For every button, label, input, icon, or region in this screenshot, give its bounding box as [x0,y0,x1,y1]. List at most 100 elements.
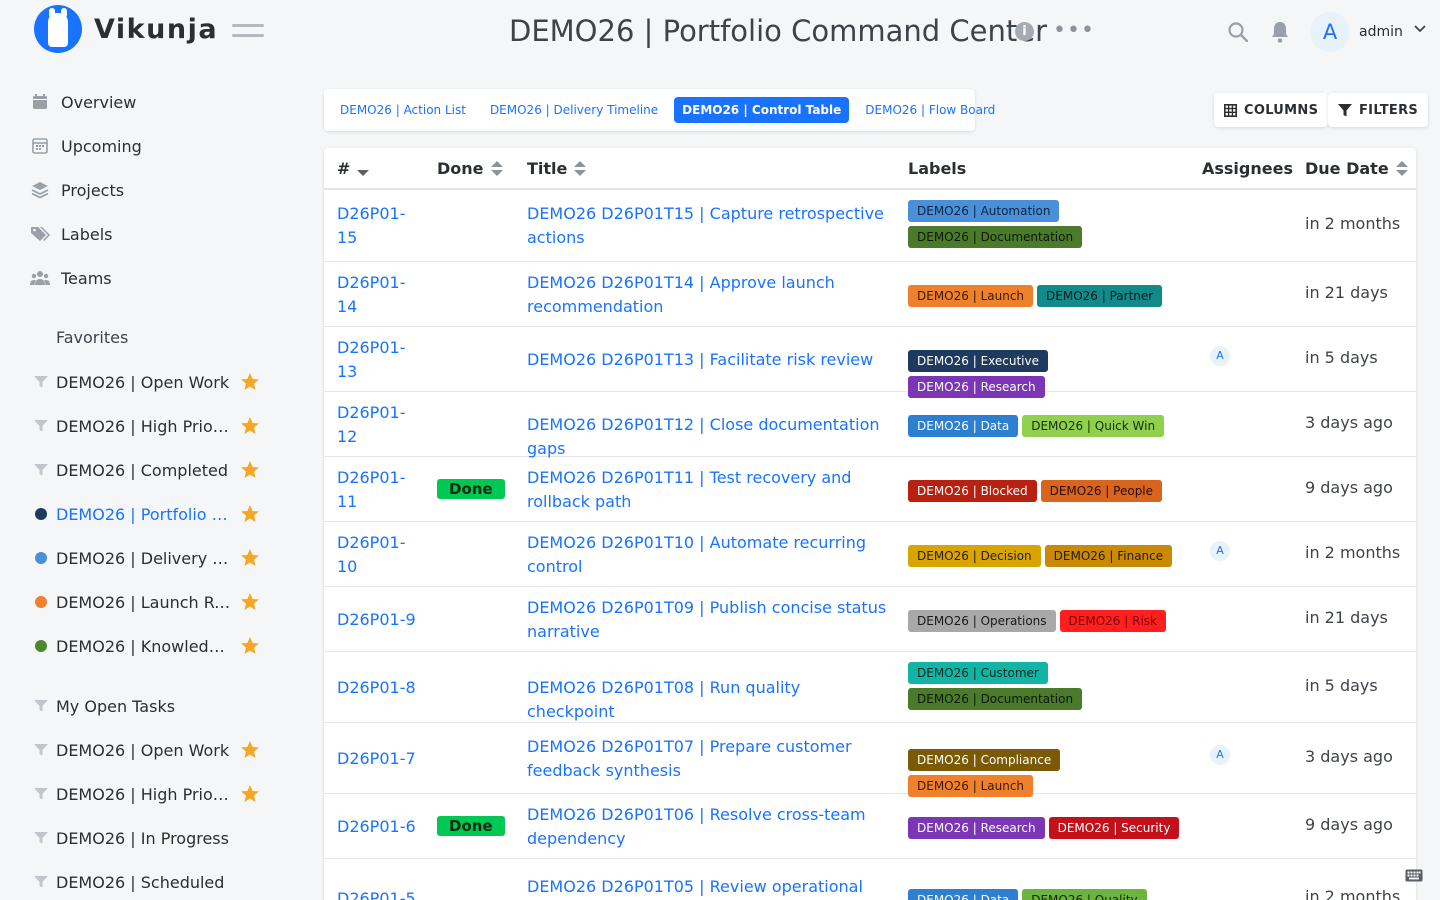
star-icon[interactable] [240,372,260,392]
user-avatar[interactable]: A [1310,12,1350,52]
task-id-link[interactable]: D26P01-7 [337,749,416,768]
sidebar-project-item[interactable]: DEMO26 | Completed [34,457,274,483]
task-title-link[interactable]: DEMO26 D26P01T13 | Facilitate risk revie… [527,350,874,369]
task-id-link[interactable]: D26P01-5 [337,889,416,900]
sidebar-project-name: DEMO26 | Delivery Operations [56,548,232,568]
table-row[interactable]: D26P01- 15 DEMO26 D26P01T15 | Capture retr… [324,190,1416,262]
task-title-link[interactable]: DEMO26 D26P01T14 | Approve launch recomm… [527,273,835,316]
task-title-link[interactable]: DEMO26 D26P01T15 | Capture retrospective… [527,204,884,247]
star-icon[interactable] [240,548,260,568]
sidebar-project-item[interactable]: DEMO26 | Launch Readiness [34,589,274,615]
star-icon[interactable] [240,460,260,480]
task-id-link[interactable]: D26P01- 15 [337,204,406,247]
assignee-avatar[interactable]: A [1210,745,1230,765]
task-title-link[interactable]: DEMO26 D26P01T09 | Publish concise statu… [527,598,887,641]
assignee-avatar[interactable]: A [1210,541,1230,561]
columns-button[interactable]: COLUMNS [1214,93,1329,127]
sidebar-project-item[interactable]: DEMO26 | Scheduled [34,869,274,895]
nav-upcoming[interactable]: Upcoming [30,132,142,160]
task-title-link[interactable]: DEMO26 D26P01T12 | Close documentation g… [527,415,880,458]
sidebar-project-item[interactable]: DEMO26 | Portfolio Command Center [34,501,274,527]
filter-icon [34,832,48,844]
tab-action-list[interactable]: DEMO26 | Action List [340,103,466,117]
table-columns-icon [1224,103,1237,117]
task-id-link[interactable]: D26P01- 13 [337,338,406,381]
nav-teams[interactable]: Teams [30,264,112,292]
info-icon[interactable]: i [1015,22,1034,41]
table-row[interactable]: D26P01- 13 DEMO26 D26P01T13 | Facilitate r… [324,327,1416,398]
table-row[interactable]: D26P01-6 Done DEMO26 D26P01T06 | Resolve c… [324,794,1416,859]
star-icon[interactable] [240,504,260,524]
table-row[interactable]: D26P01- 14 DEMO26 D26P01T14 | Approve laun… [324,262,1416,327]
table-row[interactable]: D26P01- 10 DEMO26 D26P01T10 | Automate rec… [324,522,1416,587]
table-row[interactable]: D26P01-5 DEMO26 D26P01T05 | Review operat… [324,859,1416,900]
sidebar-project-item[interactable]: DEMO26 | In Progress [34,825,274,851]
task-id-link[interactable]: D26P01- 12 [337,403,406,446]
due-date: in 2 months [1305,214,1401,233]
logo[interactable]: Vikunja [34,5,218,53]
star-icon[interactable] [240,636,260,656]
nav-labels[interactable]: Labels [30,220,113,248]
menu-toggle-icon[interactable] [232,24,264,40]
task-title-link[interactable]: DEMO26 D26P01T06 | Resolve cross-team de… [527,805,866,848]
user-name[interactable]: admin [1359,24,1403,40]
table-row[interactable]: D26P01-8 DEMO26 D26P01T08 | Run quality c… [324,652,1416,723]
column-header-due-date[interactable]: Due Date [1305,159,1408,178]
column-header-assignees[interactable]: Assignees [1202,159,1293,178]
column-header-labels[interactable]: Labels [908,159,966,178]
assignee-avatar[interactable]: A [1210,346,1230,366]
page-title: DEMO26 | Portfolio Command Center [509,14,1048,48]
notifications-bell-icon[interactable] [1270,21,1290,43]
sidebar-project-name: My Open Tasks [56,696,176,716]
task-id-link[interactable]: D26P01- 14 [337,273,406,316]
table-row[interactable]: D26P01-9 DEMO26 D26P01T09 | Publish conci… [324,587,1416,652]
label-tag: DEMO26 | Documentation [908,226,1083,248]
keyboard-shortcuts-icon[interactable] [1405,869,1423,882]
users-icon [30,271,50,285]
filters-button[interactable]: FILTERS [1328,93,1429,127]
task-title-link[interactable]: DEMO26 D26P01T10 | Automate recurring co… [527,533,867,576]
label-tag: DEMO26 | Decision [908,545,1041,567]
sidebar-project-item[interactable]: DEMO26 | High Priority [34,781,274,807]
task-id-link[interactable]: D26P01-8 [337,678,416,697]
task-id-link[interactable]: D26P01- 11 [337,468,406,511]
task-title-link[interactable]: DEMO26 D26P01T11 | Test recovery and rol… [527,468,852,511]
star-icon[interactable] [240,416,260,436]
column-header-title[interactable]: Title [527,159,587,178]
column-header-assignees-label: Assignees [1202,159,1293,178]
sidebar-project-item[interactable]: DEMO26 | Knowledge Base [34,633,274,659]
star-icon[interactable] [240,784,260,804]
table-header: # Done Title Labels Assignees Due Date [324,148,1416,190]
label-tag: DEMO26 | Executive [908,350,1048,372]
task-id-link[interactable]: D26P01- 10 [337,533,406,576]
star-icon[interactable] [240,592,260,612]
task-id-link[interactable]: D26P01-9 [337,610,416,629]
sidebar-project-item[interactable]: DEMO26 | Delivery Operations [34,545,274,571]
tab-control-table[interactable]: DEMO26 | Control Table [674,97,850,123]
sidebar-project-item[interactable]: DEMO26 | Open Work [34,737,274,763]
task-title-link[interactable]: DEMO26 D26P01T05 | Review operational re… [527,877,863,896]
column-header-due-date-label: Due Date [1305,159,1389,178]
task-title-link[interactable]: DEMO26 D26P01T08 | Run quality checkpoin… [527,678,801,721]
search-icon[interactable] [1228,22,1248,42]
more-options-icon[interactable]: ••• [1053,18,1095,43]
table-row[interactable]: D26P01- 11 Done DEMO26 D26P01T11 | Test rec… [324,457,1416,522]
column-header-done[interactable]: Done [437,159,503,178]
due-date: 9 days ago [1305,478,1393,497]
nav-projects[interactable]: Projects [30,176,124,204]
table-row[interactable]: D26P01- 12 DEMO26 D26P01T12 | Close docume… [324,392,1416,458]
task-title-link[interactable]: DEMO26 D26P01T07 | Prepare customer feed… [527,737,852,780]
column-header-id[interactable]: # [337,159,370,178]
task-id-link[interactable]: D26P01-6 [337,817,416,836]
sidebar-project-item[interactable]: My Open Tasks [34,693,274,719]
tab-flow-board[interactable]: DEMO26 | Flow Board [865,103,996,117]
label-tag: DEMO26 | Launch [908,285,1034,307]
chevron-down-icon[interactable] [1413,22,1427,36]
sidebar-project-item[interactable]: DEMO26 | Open Work [34,369,274,395]
nav-overview[interactable]: Overview [30,88,136,116]
sidebar-project-name: DEMO26 | Scheduled [56,872,225,892]
sidebar-project-item[interactable]: DEMO26 | High Priority [34,413,274,439]
table-row[interactable]: D26P01-7 DEMO26 D26P01T07 | Prepare custo… [324,723,1416,797]
star-icon[interactable] [240,740,260,760]
tab-delivery-timeline[interactable]: DEMO26 | Delivery Timeline [489,103,659,117]
